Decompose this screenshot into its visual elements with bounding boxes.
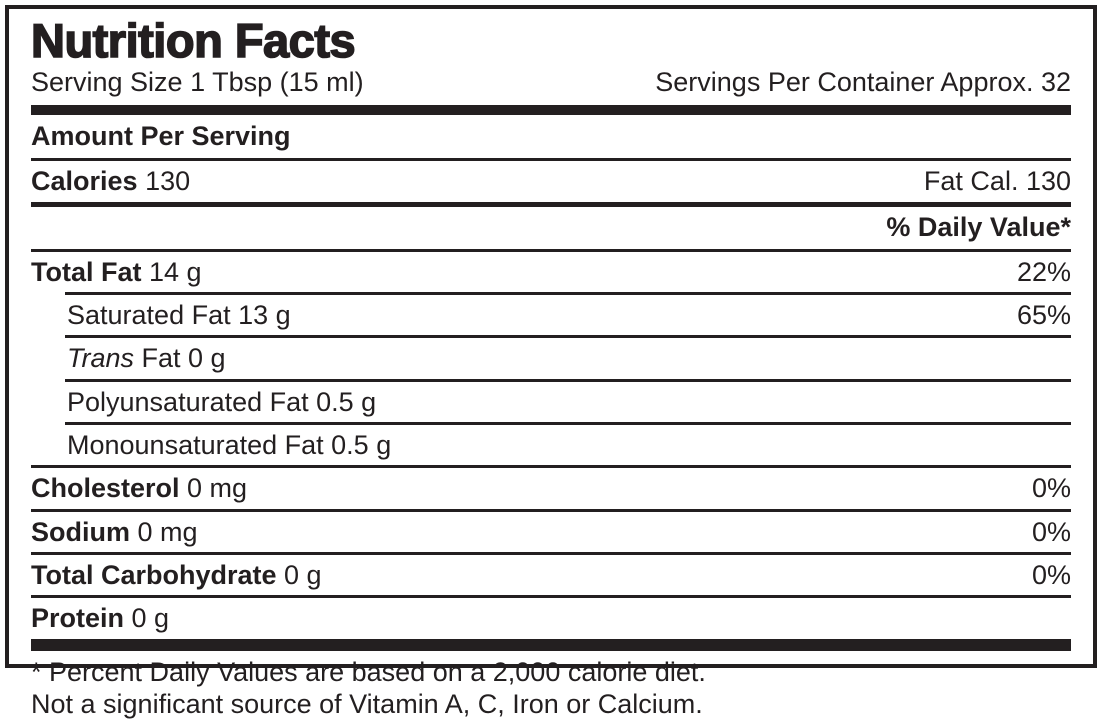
nutrient-name: Protein 0 g (31, 604, 169, 632)
divider-thick-bottom (31, 638, 1071, 651)
divider-thin-indented (65, 422, 1071, 426)
divider-thin (31, 552, 1071, 556)
nutrient-name: Polyunsaturated Fat 0.5 g (67, 388, 376, 416)
divider-thin-indented (65, 292, 1071, 295)
fat-calories-text: Fat Cal. 130 (923, 165, 1071, 196)
amount-per-serving-heading: Amount Per Serving (31, 120, 291, 151)
nutrient-name-bold: Cholesterol (31, 473, 180, 504)
divider-thin (31, 157, 1071, 161)
divider-thin (31, 465, 1071, 469)
calories-row: Calories 130 Fat Cal. 130 (31, 161, 1071, 202)
nutrient-name: Cholesterol 0 mg (31, 474, 247, 502)
nutrient-amount: 0 mg (130, 516, 198, 547)
nutrient-name-bold: Total Carbohydrate (31, 560, 277, 591)
nutrient-name: Sodium 0 mg (31, 518, 198, 546)
nutrient-dv: 65% (1016, 300, 1071, 330)
calories-value: 130 (145, 165, 191, 196)
calories-label: Calories (31, 165, 138, 196)
serving-info-row: Serving Size 1 Tbsp (15 ml) Servings Per… (31, 66, 1071, 98)
nutrient-row-trans-fat: Trans Fat 0 g (65, 338, 1071, 378)
serving-size-text: Serving Size 1 Tbsp (15 ml) (31, 66, 364, 97)
nutrient-amount: Fat 0 g (134, 343, 226, 374)
nutrient-dv: 0% (1031, 473, 1071, 504)
nutrient-dv: 0% (1031, 516, 1071, 547)
footnote-line-2: Not a significant source of Vitamin A, C… (31, 689, 703, 720)
divider-thick-top (31, 104, 1071, 115)
label-title: Nutrition Facts (30, 14, 356, 67)
divider-thin (31, 508, 1071, 512)
footnote: * Percent Daily Values are based on a 2,… (31, 651, 1071, 721)
nutrient-name: Total Fat 14 g (31, 256, 202, 287)
divider-thin-indented (65, 378, 1071, 382)
nutrient-name-bold: Protein (31, 603, 125, 634)
nutrient-row-total-carbohydrate: Total Carbohydrate 0 g 0% (31, 555, 1071, 595)
nutrient-name-italic: Trans (67, 343, 135, 374)
daily-value-heading: % Daily Value* (886, 212, 1071, 243)
nutrient-amount: Polyunsaturated Fat 0.5 g (67, 386, 377, 417)
nutrition-facts-label: Nutrition Facts Serving Size 1 Tbsp (15 … (5, 5, 1097, 719)
servings-per-container-text: Servings Per Container Approx. 32 (655, 66, 1071, 97)
nutrient-amount: Monounsaturated Fat 0.5 g (67, 430, 392, 461)
nutrient-amount: 0 g (124, 603, 170, 634)
nutrient-row-protein: Protein 0 g (31, 598, 1071, 638)
nutrient-row-saturated-fat: Saturated Fat 13 g 65% (65, 295, 1071, 335)
divider-medium (31, 202, 1071, 208)
divider-thin (31, 248, 1071, 252)
nutrient-name: Monounsaturated Fat 0.5 g (67, 431, 391, 459)
footnote-line-1: * Percent Daily Values are based on a 2,… (31, 656, 706, 687)
label-content: Nutrition Facts Serving Size 1 Tbsp (15 … (9, 9, 1093, 725)
nutrient-row-sodium: Sodium 0 mg 0% (31, 512, 1071, 552)
nutrient-amount: Saturated Fat 13 g (67, 300, 291, 330)
nutrient-amount: 0 g (276, 560, 322, 591)
divider-thin (31, 595, 1071, 599)
nutrient-name: Trans Fat 0 g (67, 344, 226, 372)
nutrient-row-cholesterol: Cholesterol 0 mg 0% (31, 468, 1071, 508)
nutrient-row-monounsaturated-fat: Monounsaturated Fat 0.5 g (65, 425, 1071, 465)
divider-thin-indented (65, 335, 1071, 339)
nutrient-dv: 0% (1031, 560, 1071, 591)
nutrient-amount: 14 g (141, 256, 202, 287)
nutrient-name-bold: Total Fat (31, 256, 142, 287)
nutrient-name-bold: Sodium (31, 516, 130, 547)
nutrient-row-polyunsaturated-fat: Polyunsaturated Fat 0.5 g (65, 382, 1071, 422)
nutrient-amount: 0 mg (179, 473, 248, 504)
nutrient-name: Saturated Fat 13 g (67, 301, 291, 329)
nutrient-dv: 22% (1016, 256, 1071, 287)
calories-text: Calories 130 (31, 167, 190, 195)
nutrient-row-total-fat: Total Fat 14 g 22% (31, 252, 1071, 292)
nutrient-name: Total Carbohydrate 0 g (31, 561, 322, 589)
